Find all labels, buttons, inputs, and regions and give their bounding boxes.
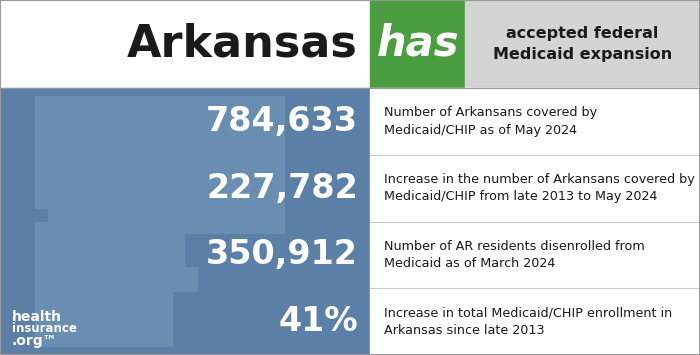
Text: .org™: .org™ xyxy=(12,334,57,348)
Bar xyxy=(0,88,370,355)
Text: Number of AR residents disenrolled from
Medicaid as of March 2024: Number of AR residents disenrolled from … xyxy=(384,240,645,270)
Text: 41%: 41% xyxy=(279,305,358,338)
Bar xyxy=(0,0,370,88)
Text: has: has xyxy=(377,23,458,65)
Text: Increase in the number of Arkansans covered by
Medicaid/CHIP from late 2013 to M: Increase in the number of Arkansans cove… xyxy=(384,173,694,203)
Bar xyxy=(370,0,465,88)
Text: accepted federal
Medicaid expansion: accepted federal Medicaid expansion xyxy=(493,26,672,62)
Text: 350,912: 350,912 xyxy=(206,238,358,271)
Bar xyxy=(370,88,700,355)
Text: Increase in total Medicaid/CHIP enrollment in
Arkansas since late 2013: Increase in total Medicaid/CHIP enrollme… xyxy=(384,306,672,337)
Text: Number of Arkansans covered by
Medicaid/CHIP as of May 2024: Number of Arkansans covered by Medicaid/… xyxy=(384,106,597,137)
Text: 784,633: 784,633 xyxy=(206,105,358,138)
Text: health: health xyxy=(12,310,62,324)
Text: insurance: insurance xyxy=(12,322,77,335)
Bar xyxy=(465,0,700,88)
Text: Arkansas: Arkansas xyxy=(127,22,358,66)
Text: 227,782: 227,782 xyxy=(206,171,358,204)
Polygon shape xyxy=(35,96,285,347)
